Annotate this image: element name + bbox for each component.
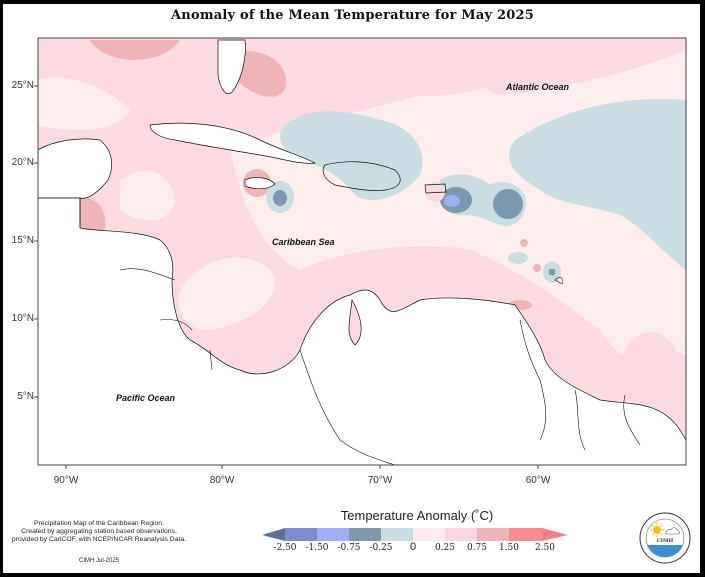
lon-label-90w: 90°W [53,475,79,486]
field-warm-fguiana [620,332,680,412]
land-hispaniola [322,161,401,191]
land-cuba [149,122,317,164]
border-honduras-nicaragua [119,268,176,281]
lat-label-15n: 15°N [11,235,34,246]
land-central-south-america [38,197,686,465]
colorbar-segment [477,528,509,541]
lake-maracaibo [348,298,362,346]
land-jamaica [244,177,276,190]
border-suriname-fguiana [623,394,641,446]
colorbar-tick: 0.25 [434,543,456,553]
label-atlantic-ocean: Atlantic Ocean [506,82,570,92]
lon-label-70w: 70°W [367,475,393,486]
field-warm-gulf-north [90,40,180,60]
colorbar-low-extend [262,528,285,541]
credits-text: Precipitation Map of the Caribbean Regio… [4,520,194,544]
land-florida [217,39,246,95]
label-pacific-ocean: Pacific Ocean [116,393,176,403]
lon-label-80w: 80°W [209,475,235,486]
field-warm-stlucia [533,264,541,272]
colorbar-tick: 2.50 [534,543,556,553]
label-caribbean-sea: Caribbean Sea [272,237,335,247]
border-colombia-venezuela [299,349,396,465]
field-pale-gulf [38,77,130,130]
credits-line: Precipitation Map of the Caribbean Regio… [34,520,164,527]
cimh-logo: CIMH [639,512,691,564]
credits-line: provided by CariCOF, with NCEP/NCAR Rean… [11,536,187,543]
credits-line: Created by aggregating station based obs… [21,528,177,535]
colorbar-tick: -0.75 [337,543,361,553]
field-warm-dominica [520,239,528,247]
field-cool-windward [508,252,528,264]
border-guyana-suriname [574,389,586,451]
colorbar-tick: -2.50 [273,543,297,553]
colorbar-tick: 0.75 [466,543,488,553]
border-nicaragua-costarica [159,319,193,331]
lat-label-5n: 5°N [17,391,34,402]
colorbar [262,528,568,541]
credits-stamp: CIMH Jul-2025 [78,558,119,564]
colorbar-segment [509,528,542,541]
colorbar-tick: -1.50 [305,543,329,553]
colorbar-segment [445,528,477,541]
land-yucatan [38,138,113,199]
map-title: Anomaly of the Mean Temperature for May … [171,8,534,23]
field-cold-barbados [548,268,556,276]
colorbar-title: Temperature Anomaly (˚C) [340,508,494,523]
colorbar-segment [285,528,317,541]
field-verycold-pr [444,195,460,207]
field-pale-sw [178,257,275,330]
logo-text: CIMH [657,538,674,544]
border-venezuela-guyana [519,319,547,441]
colorbar-tick: 0 [409,541,417,553]
colorbar-segment [381,528,413,541]
field-warm-belize [80,197,106,233]
lon-ticks [65,465,539,469]
colorbar-tick: -0.25 [369,543,393,553]
field-cold-jamaica [273,190,287,206]
sun-icon [650,523,664,537]
lat-label-10n: 10°N [11,313,34,324]
field-pink-ne [477,40,686,95]
colorbar-segment [349,528,381,541]
field-warm-pr-west [425,182,445,202]
colorbar-segment [413,528,445,541]
map-frame [37,37,687,466]
anomaly-field [38,38,686,465]
cloud-icon [665,527,680,535]
field-pale-caribwest [120,170,175,221]
lat-label-20n: 20°N [11,157,34,168]
land-barbados [554,277,564,285]
lat-ticks [34,85,38,398]
water-icon [648,545,682,557]
border-panama-colombia [209,349,213,371]
land-puerto-rico [424,183,447,194]
field-cool-hispaniola [280,111,423,200]
lat-label-25n: 25°N [11,80,34,91]
lon-label-60w: 60°W [525,475,551,486]
colorbar-segment [317,528,349,541]
colorbar-tick: 1.50 [498,543,520,553]
field-cold-leewards [493,189,523,219]
field-cool-atlantic [509,99,686,271]
colorbar-high-extend [542,528,568,541]
